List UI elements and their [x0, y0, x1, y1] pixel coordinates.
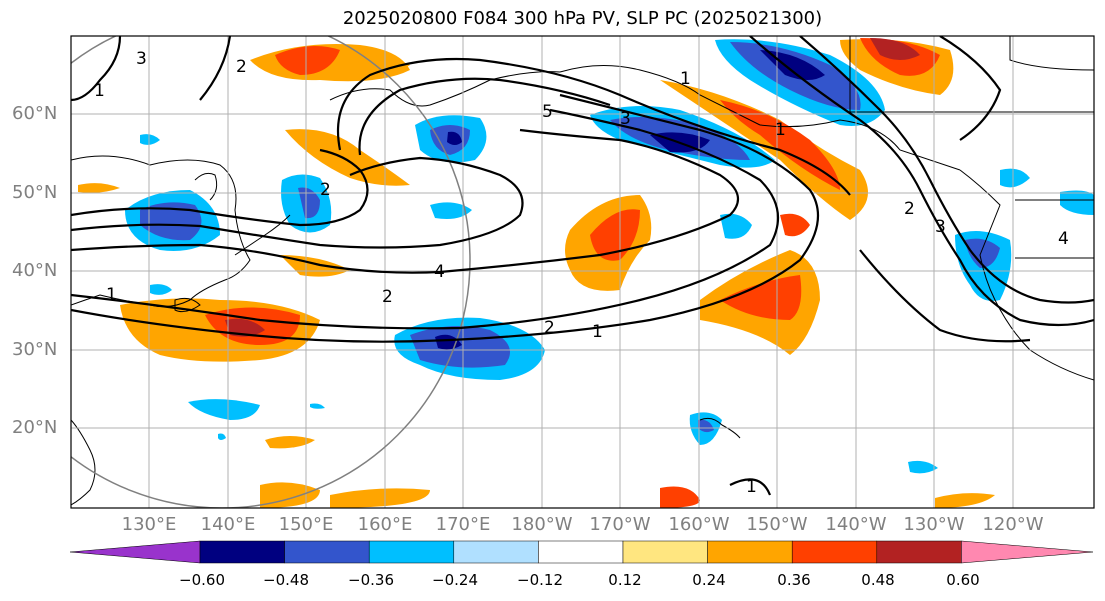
colorbar-segment	[791, 540, 878, 564]
colorbar-segment	[284, 540, 370, 564]
colorbar-segment	[538, 540, 624, 564]
lon-label: 130°W	[903, 514, 965, 535]
colorbar-tick: −0.36	[348, 571, 394, 589]
contour-label: 1	[106, 285, 117, 305]
contour-label: 2	[236, 57, 247, 77]
lat-label-20n: 20°N	[12, 417, 58, 438]
contour-label: 5	[542, 102, 553, 122]
colorbar-tick: 0.24	[692, 571, 726, 589]
lat-label-60n: 60°N	[12, 103, 58, 124]
colorbar-tick: 0.12	[608, 571, 642, 589]
lon-label: 140°E	[200, 514, 256, 535]
lat-label-50n: 50°N	[12, 182, 58, 203]
pv-positive-anomalies	[78, 38, 995, 508]
colorbar-segment	[453, 540, 539, 564]
lon-label: 140°W	[825, 514, 887, 535]
lat-label-40n: 40°N	[12, 260, 58, 281]
slp-contours	[71, 36, 1094, 496]
colorbar-extend-high	[961, 540, 1094, 564]
colorbar	[70, 540, 1094, 564]
lon-label: 170°W	[589, 514, 651, 535]
contour-labels: 5 4 3 2 1 2 3 1 1 2 3 1 4 2 1 2 1	[94, 49, 1069, 497]
colorbar-segment	[622, 540, 708, 564]
lon-label: 150°E	[278, 514, 334, 535]
colorbar-segment	[707, 540, 793, 564]
contour-label: 2	[382, 287, 393, 307]
contour-label: 4	[1058, 229, 1069, 249]
colorbar-segment	[368, 540, 455, 564]
contour-label: 3	[620, 109, 631, 129]
lat-label-30n: 30°N	[12, 339, 58, 360]
colorbar-tick: 0.36	[777, 571, 811, 589]
contour-label: 3	[136, 49, 147, 69]
contour-label: 2	[320, 180, 331, 200]
map-title: 2025020800 F084 300 hPa PV, SLP PC (2025…	[342, 8, 823, 29]
colorbar-tick: 0.60	[946, 571, 980, 589]
pv-negative-anomalies	[125, 39, 1094, 474]
lon-label: 180°W	[511, 514, 573, 535]
contour-label: 1	[775, 120, 786, 140]
radius-circle	[71, 36, 471, 508]
contour-label: 2	[544, 318, 555, 338]
lon-label: 160°E	[357, 514, 413, 535]
colorbar-tick: −0.24	[432, 571, 478, 589]
lon-label: 130°E	[121, 514, 177, 535]
lon-label: 150°W	[746, 514, 808, 535]
lon-label: 160°W	[668, 514, 730, 535]
colorbar-tick: −0.48	[263, 571, 309, 589]
colorbar-tick: −0.60	[179, 571, 225, 589]
gridlines	[71, 36, 1094, 508]
colorbar-tick: 0.48	[861, 571, 895, 589]
lon-label: 120°W	[982, 514, 1044, 535]
contour-label: 1	[592, 322, 603, 342]
contour-label: 4	[434, 262, 445, 282]
contour-label: 3	[935, 217, 946, 237]
lon-label: 170°E	[435, 514, 491, 535]
colorbar-extend-low	[70, 540, 201, 564]
contour-label: 2	[904, 199, 915, 219]
contour-label: 1	[680, 69, 691, 89]
contour-label: 1	[746, 477, 757, 497]
colorbar-segment	[876, 540, 962, 564]
colorbar-tick: −0.12	[517, 571, 563, 589]
colorbar-segment	[199, 540, 285, 564]
contour-label: 1	[94, 81, 105, 101]
